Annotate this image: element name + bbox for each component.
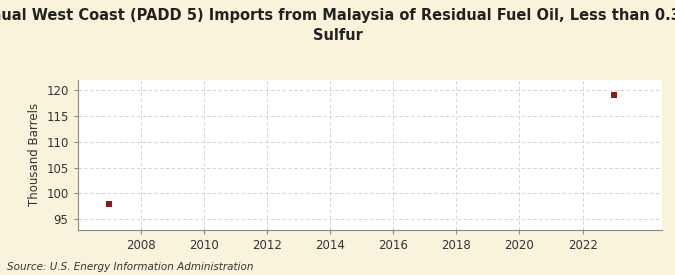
Text: Annual West Coast (PADD 5) Imports from Malaysia of Residual Fuel Oil, Less than: Annual West Coast (PADD 5) Imports from …	[0, 8, 675, 43]
Text: Source: U.S. Energy Information Administration: Source: U.S. Energy Information Administ…	[7, 262, 253, 272]
Y-axis label: Thousand Barrels: Thousand Barrels	[28, 103, 40, 206]
